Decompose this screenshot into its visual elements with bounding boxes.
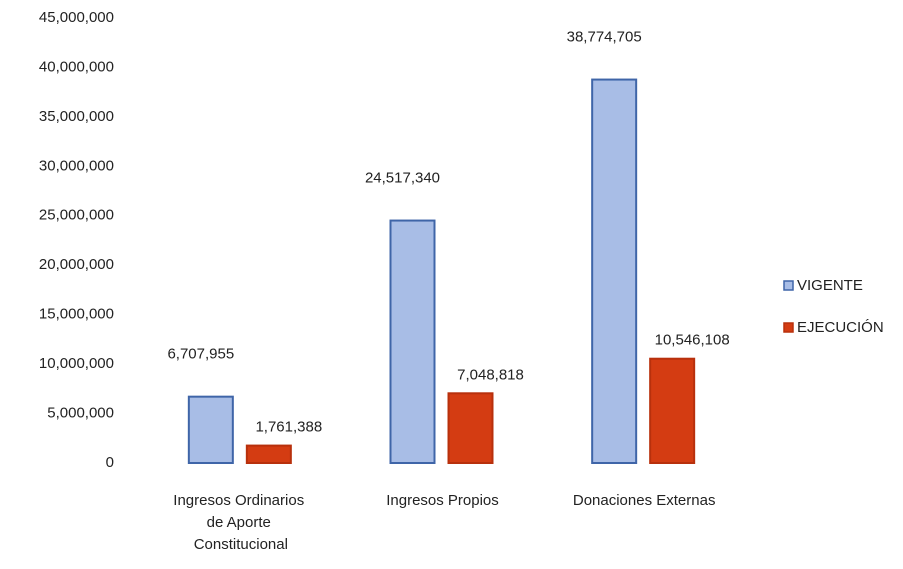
x-tick-label: Ingresos Propios (386, 492, 499, 509)
value-label: 1,761,388 (255, 419, 322, 436)
value-label: 10,546,108 (655, 332, 730, 349)
y-tick-label: 35,000,000 (39, 108, 114, 125)
legend-swatch (783, 322, 794, 333)
legend-label: EJECUCIÓN (797, 319, 884, 336)
legend-swatch (783, 280, 794, 291)
value-label: 6,707,955 (167, 346, 234, 363)
bar (389, 219, 436, 464)
y-tick-label: 40,000,000 (39, 58, 114, 75)
y-tick-label: 45,000,000 (39, 9, 114, 26)
x-tick-label: Ingresos Ordinarios de Aporte Constituci… (173, 492, 308, 553)
y-tick-label: 20,000,000 (39, 256, 114, 273)
value-label: 7,048,818 (457, 366, 524, 383)
y-tick-label: 10,000,000 (39, 355, 114, 372)
y-tick-label: 30,000,000 (39, 157, 114, 174)
bar (591, 78, 638, 464)
y-tick-label: 15,000,000 (39, 306, 114, 323)
y-tick-label: 25,000,000 (39, 207, 114, 224)
y-tick-label: 0 (106, 454, 114, 471)
y-tick-label: 5,000,000 (47, 405, 114, 422)
bar (447, 392, 494, 464)
bar (245, 444, 292, 464)
bar (649, 357, 696, 465)
x-tick-label: Donaciones Externas (573, 492, 716, 509)
legend-label: VIGENTE (797, 277, 863, 294)
value-label: 38,774,705 (567, 29, 642, 46)
bar (187, 395, 234, 464)
value-label: 24,517,340 (365, 170, 440, 187)
